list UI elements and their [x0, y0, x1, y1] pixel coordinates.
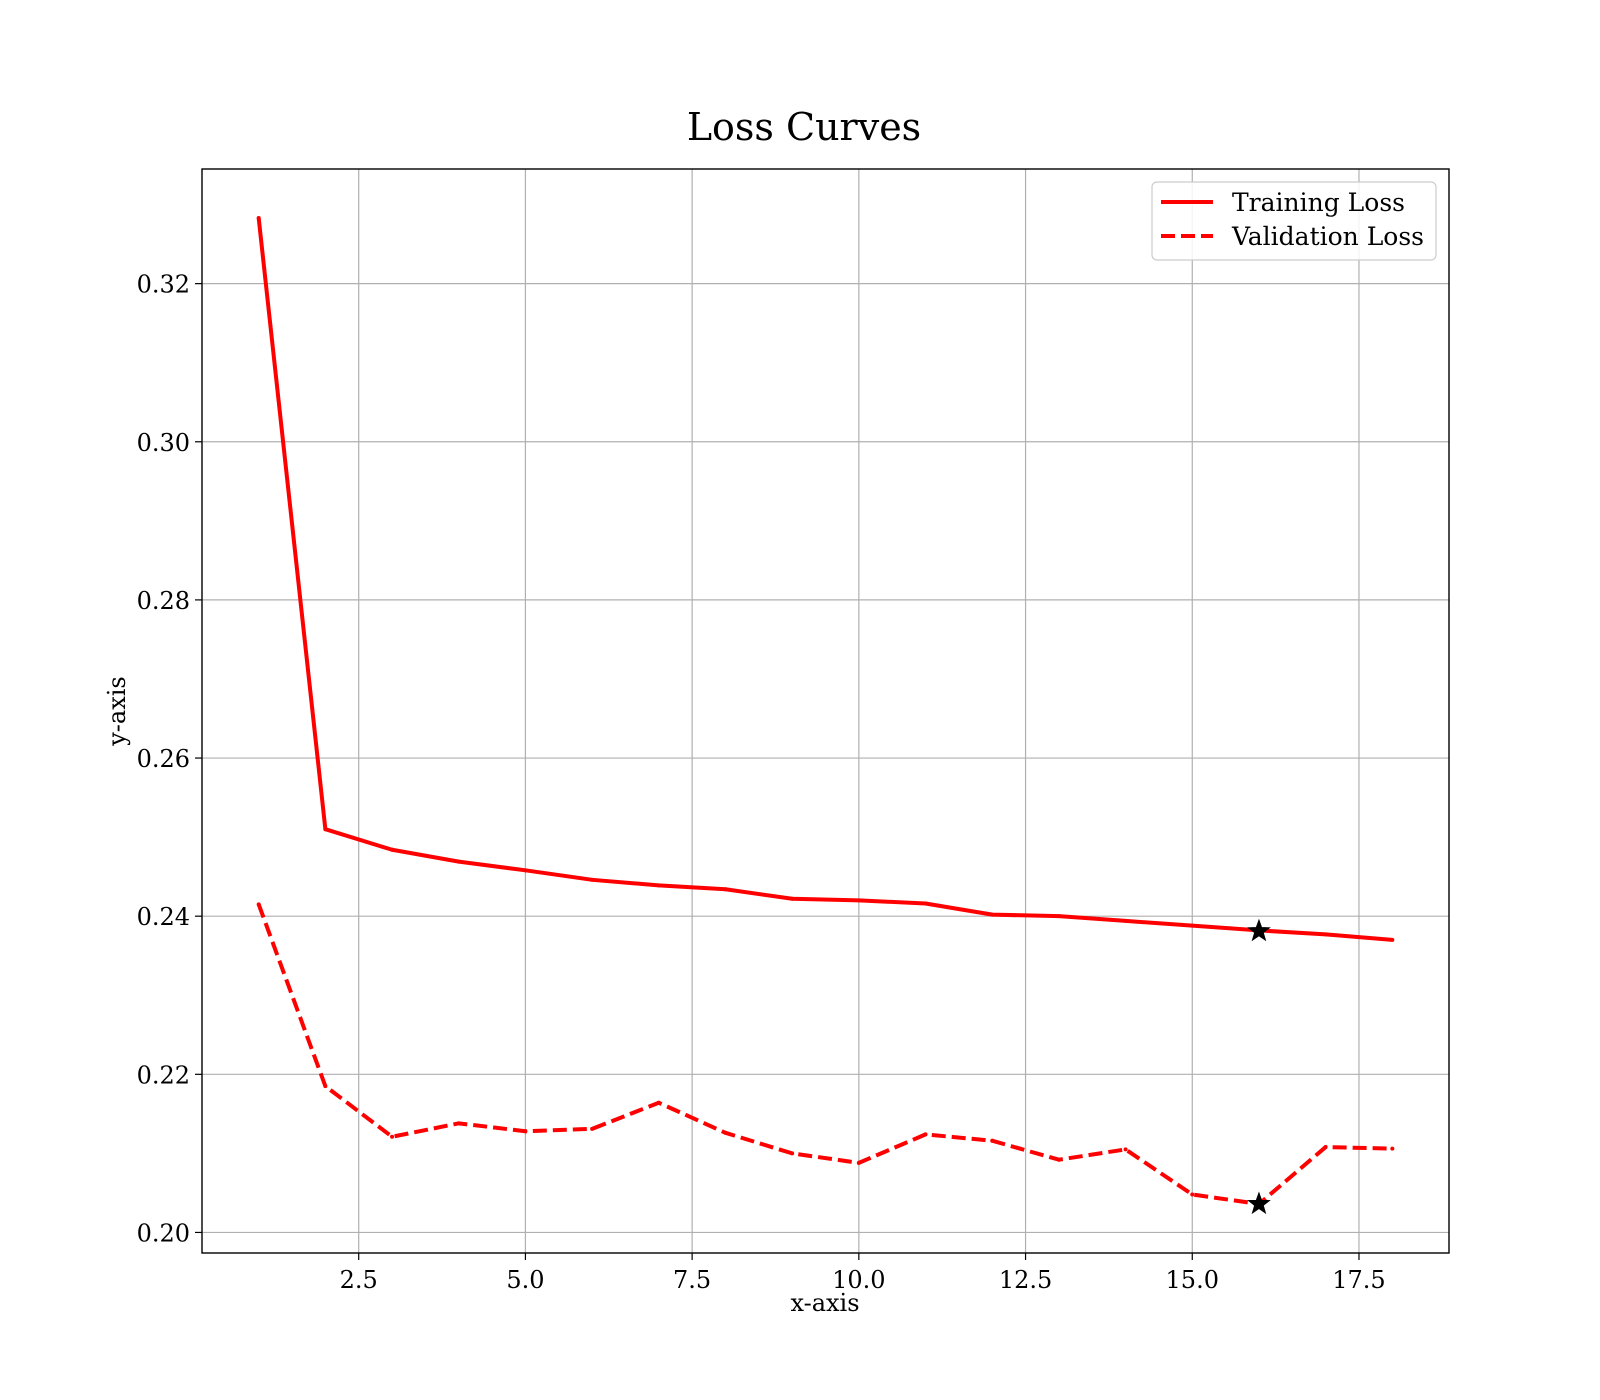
data-point-validation-loss — [590, 1126, 595, 1131]
plot-area — [201, 168, 1450, 1254]
y-tick-label: 0.20 — [137, 1219, 190, 1247]
data-point-training-loss — [923, 901, 928, 906]
data-point-training-loss — [723, 887, 728, 892]
x-tick-label: 17.5 — [1332, 1266, 1385, 1294]
data-point-training-loss — [856, 898, 861, 903]
x-tick-label: 7.5 — [673, 1266, 711, 1294]
x-tick-label: 12.5 — [999, 1266, 1052, 1294]
legend-label-validation-loss: Validation Loss — [1231, 222, 1424, 251]
y-tick-label: 0.32 — [137, 271, 190, 299]
data-point-validation-loss — [856, 1160, 861, 1165]
data-point-training-loss — [1390, 937, 1395, 942]
data-point-training-loss — [256, 216, 261, 221]
plot-frame — [201, 168, 1450, 1254]
data-point-training-loss — [523, 868, 528, 873]
marker-layer — [1247, 918, 1271, 1215]
chart-title: Loss Curves — [687, 105, 921, 149]
data-point-validation-loss — [1123, 1147, 1128, 1152]
data-point-validation-loss — [523, 1129, 528, 1134]
y-tick-label: 0.28 — [137, 587, 190, 615]
data-point-validation-loss — [323, 1084, 328, 1089]
legend-box — [1151, 181, 1437, 261]
x-axis-ticks: 2.5 5.0 7.5 10.0 12.5 15.0 17.5 — [340, 1253, 1386, 1294]
data-point-validation-loss — [723, 1130, 728, 1135]
y-tick-label: 0.26 — [137, 745, 190, 773]
y-tick-label: 0.24 — [137, 903, 190, 931]
y-axis-ticks: 0.20 0.22 0.24 0.26 0.28 0.30 0.32 — [137, 271, 202, 1247]
data-point-validation-loss — [1190, 1192, 1195, 1197]
data-point-validation-loss — [256, 902, 261, 907]
y-tick-label: 0.30 — [137, 429, 190, 457]
x-axis-label: x-axis — [790, 1289, 859, 1317]
y-tick-label: 0.22 — [137, 1061, 190, 1089]
data-point-training-loss — [1323, 932, 1328, 937]
data-point-training-loss — [1190, 923, 1195, 928]
data-point-training-loss — [990, 912, 995, 917]
data-point-validation-loss — [656, 1100, 661, 1105]
data-point-validation-loss — [1323, 1145, 1328, 1150]
data-point-training-loss — [790, 896, 795, 901]
legend-label-training-loss: Training Loss — [1232, 188, 1405, 217]
data-point-training-loss — [1123, 918, 1128, 923]
series-line-validation-loss — [256, 903, 1393, 1206]
data-point-training-loss — [590, 877, 595, 882]
x-tick-label: 5.0 — [506, 1266, 544, 1294]
data-point-training-loss — [1056, 914, 1061, 919]
legend: Training Loss Validation Loss — [1151, 181, 1437, 261]
data-point-training-loss — [656, 883, 661, 888]
data-point-validation-loss — [390, 1134, 395, 1139]
x-tick-label: 15.0 — [1166, 1266, 1219, 1294]
grid-layer — [202, 169, 1449, 1253]
series-line-training-loss — [256, 217, 1393, 942]
x-tick-label: 10.0 — [832, 1266, 885, 1294]
data-point-validation-loss — [923, 1132, 928, 1137]
star-marker-training-loss — [1247, 918, 1271, 942]
data-point-validation-loss — [990, 1138, 995, 1143]
plot-background — [202, 169, 1449, 1253]
y-axis-label: y-axis — [103, 676, 131, 747]
data-point-validation-loss — [1056, 1157, 1061, 1162]
data-point-validation-loss — [456, 1121, 461, 1126]
data-point-training-loss — [323, 827, 328, 832]
x-tick-label: 2.5 — [340, 1266, 378, 1294]
data-point-training-loss — [456, 859, 461, 864]
data-point-validation-loss — [790, 1151, 795, 1156]
data-point-validation-loss — [1390, 1146, 1395, 1151]
star-marker-validation-loss — [1247, 1191, 1271, 1215]
data-point-training-loss — [390, 847, 395, 852]
